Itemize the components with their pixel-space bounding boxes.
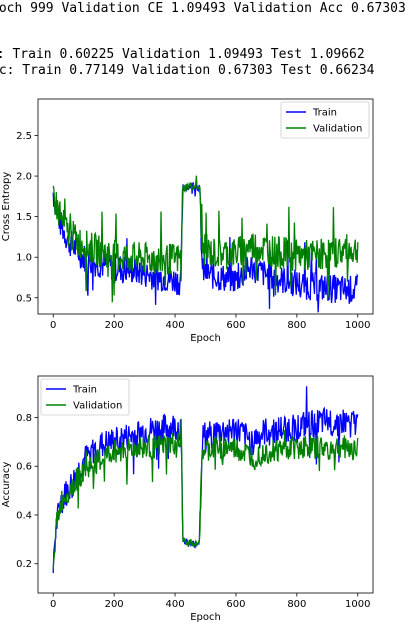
ce-chart-ytick-label: 2.0 bbox=[16, 172, 32, 183]
acc-chart-legend-label-validation: Validation bbox=[73, 401, 122, 412]
acc-chart-xtick-label: 800 bbox=[287, 599, 306, 610]
ce-chart-ytick-label: 2.5 bbox=[16, 131, 32, 142]
ce-chart-ytick-label: 0.5 bbox=[16, 293, 32, 304]
acc-chart-xlabel: Epoch bbox=[190, 612, 221, 623]
ce-chart-xlabel: Epoch bbox=[190, 333, 221, 344]
log-line-cross-entropy: E: Train 0.60225 Validation 1.09493 Test… bbox=[0, 47, 365, 62]
log-line-accuracy: cc: Train 0.77149 Validation 0.67303 Tes… bbox=[0, 63, 375, 78]
acc-chart-frame bbox=[37, 375, 374, 594]
acc-chart-ytick-label: 0.4 bbox=[16, 510, 32, 521]
acc-chart-xtick-label: 0 bbox=[50, 599, 56, 610]
ce-chart-legend-label-validation: Validation bbox=[313, 124, 362, 135]
ce-chart-ytick-label: 1.0 bbox=[16, 253, 32, 264]
acc-chart-xtick-label: 200 bbox=[105, 599, 124, 610]
ce-chart-frame bbox=[37, 98, 374, 315]
ce-chart-ylabel: Cross Entropy bbox=[1, 172, 12, 242]
ce-chart-xtick-label: 0 bbox=[50, 320, 56, 331]
acc-chart-line-validation bbox=[52, 418, 359, 569]
ce-chart-xtick-label: 200 bbox=[105, 320, 124, 331]
acc-chart-xtick-label: 600 bbox=[226, 599, 245, 610]
acc-chart-ylabel: Accuracy bbox=[1, 462, 12, 508]
ce-chart-line-validation bbox=[52, 175, 359, 303]
ce-chart-legend-label-train: Train bbox=[312, 108, 337, 119]
ce-chart-xtick-label: 600 bbox=[226, 320, 245, 331]
ce-chart-xtick-label: 800 bbox=[287, 320, 306, 331]
acc-chart-ytick-label: 0.8 bbox=[16, 413, 32, 424]
log-line-epoch: poch 999 Validation CE 1.09493 Validatio… bbox=[0, 1, 406, 16]
acc-chart-ytick-label: 0.6 bbox=[16, 462, 32, 473]
acc-chart-legend-label-train: Train bbox=[72, 385, 97, 396]
ce-chart-xtick-label: 400 bbox=[165, 320, 184, 331]
acc-chart-xtick-label: 1000 bbox=[345, 599, 370, 610]
acc-chart-legend bbox=[40, 378, 130, 416]
acc-chart-ytick-label: 0.2 bbox=[16, 559, 32, 570]
ce-chart-legend bbox=[280, 101, 370, 139]
ce-chart-xtick-label: 1000 bbox=[345, 320, 370, 331]
acc-chart-xtick-label: 400 bbox=[165, 599, 184, 610]
ce-chart-ytick-label: 1.5 bbox=[16, 212, 32, 223]
